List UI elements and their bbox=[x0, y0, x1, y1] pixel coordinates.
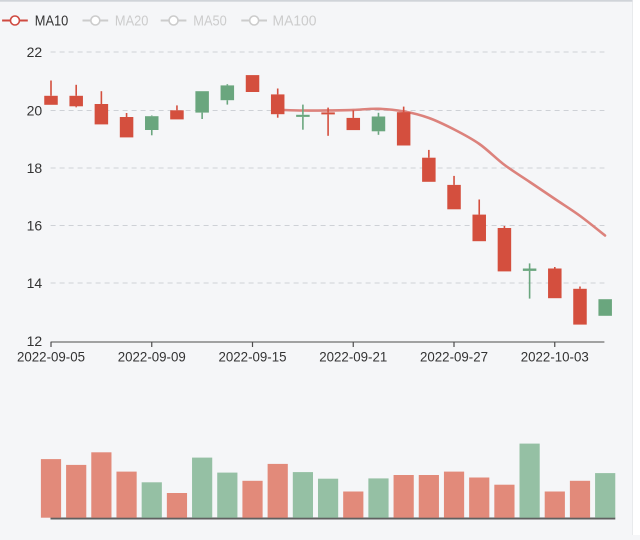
svg-text:2022-09-09: 2022-09-09 bbox=[118, 349, 186, 365]
svg-text:MA20: MA20 bbox=[115, 14, 148, 30]
svg-text:MA100: MA100 bbox=[273, 14, 317, 30]
svg-text:2022-09-15: 2022-09-15 bbox=[219, 349, 287, 365]
svg-text:MA10: MA10 bbox=[35, 14, 69, 30]
svg-text:2022-10-03: 2022-10-03 bbox=[521, 349, 589, 365]
svg-text:14: 14 bbox=[27, 275, 43, 291]
svg-text:18: 18 bbox=[27, 160, 43, 176]
svg-text:22: 22 bbox=[27, 44, 43, 60]
svg-text:2022-09-05: 2022-09-05 bbox=[17, 349, 85, 365]
svg-text:MA50: MA50 bbox=[193, 14, 227, 30]
svg-text:2022-09-27: 2022-09-27 bbox=[420, 349, 488, 365]
svg-text:20: 20 bbox=[27, 103, 43, 119]
svg-text:16: 16 bbox=[27, 218, 43, 234]
svg-text:12: 12 bbox=[27, 333, 43, 349]
svg-text:2022-09-21: 2022-09-21 bbox=[319, 349, 387, 365]
